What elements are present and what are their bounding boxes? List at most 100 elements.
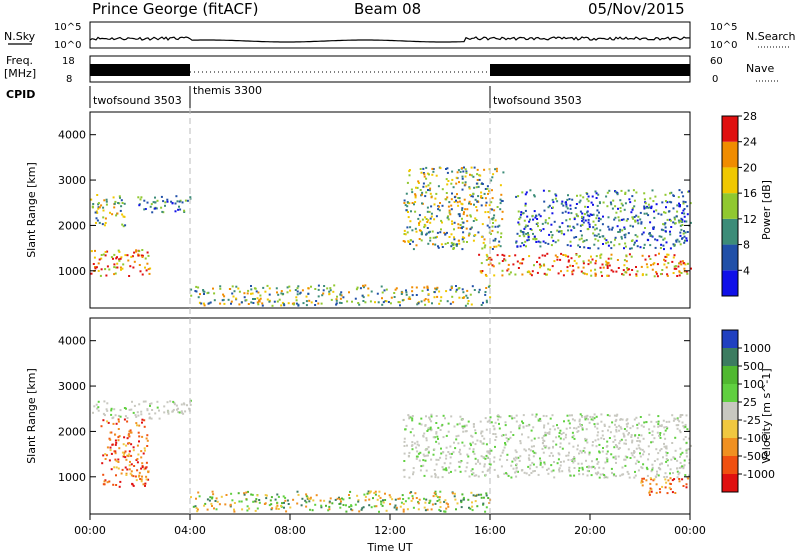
power-cell [429,221,432,224]
velocity-cell [130,408,133,411]
velocity-cell [567,454,570,457]
velocity-cell [512,467,515,470]
power-cell [121,213,124,216]
velocity-cell [369,490,372,493]
time-tick-label-2: 08:00 [274,524,306,537]
power-cell [662,244,665,247]
velocity-cell [469,507,472,510]
power-cell [536,218,539,220]
power-cell [113,206,116,209]
power-cell [595,217,598,220]
velocity-cell [425,437,428,440]
power-cell [470,203,472,206]
power-cell [647,206,650,209]
velocity-cell [417,452,420,455]
velocity-cell [533,437,536,440]
power-cell [146,201,149,204]
power-cell [435,288,438,291]
power-cell [112,257,114,260]
power-cell [178,205,180,208]
noise-search-label: N.Search [746,30,796,43]
velocity-cell [367,492,370,495]
power-cell [492,265,495,268]
cpid-boundary-lines [189,108,491,514]
velocity-cell [479,440,482,443]
velocity-cell [659,491,662,494]
velocity-cell [441,466,444,469]
power-cell [250,288,253,291]
velocity-cell [505,437,508,440]
velocity-cell [231,499,234,502]
velocity-cell [591,444,594,447]
power-cell [480,195,483,197]
power-cell [683,212,686,215]
power-cell [594,223,597,226]
power-cell [326,287,329,290]
power-cell [425,185,428,188]
velocity-cell [551,414,554,417]
power-cell [427,184,430,187]
velocity-cell [439,429,442,431]
velocity-cell [541,442,544,445]
power-cell [573,227,576,229]
power-cell [666,274,669,277]
power-cell [547,242,550,245]
velocity-cell [619,474,622,477]
power-cell [426,287,429,289]
velocity-cell [568,469,571,472]
velocity-cell [524,449,527,452]
power-cell [403,240,406,243]
power-cell [631,239,634,242]
velocity-cell [624,455,627,458]
velocity-cell [649,487,652,490]
velocity-cell [541,466,544,469]
velocity-cell [579,424,582,427]
velocity-cell [529,464,532,467]
power-colorbar-tick-label-4: 20 [743,161,757,174]
velocity-cell [612,456,615,459]
power-cell [617,216,620,219]
velocity-cell [642,463,645,466]
velocity-cell [601,450,604,453]
power-cell [592,232,595,235]
power-cell [219,302,222,305]
velocity-cell [320,506,323,509]
velocity-cell [571,418,574,421]
velocity-cell [167,412,170,415]
velocity-cell [433,492,436,495]
power-cell [124,224,127,227]
velocity-cell [606,450,609,453]
velocity-cell [403,452,406,455]
velocity-cell [459,470,462,473]
power-cell [476,168,479,171]
power-cell [683,208,686,210]
power-cell [538,213,541,216]
power-cell [406,181,409,184]
velocity-cell [215,508,218,511]
velocity-cell [472,425,475,428]
velocity-cell [145,437,148,440]
velocity-cell [133,465,136,467]
velocity-cell [629,457,632,459]
velocity-cell [462,498,465,501]
velocity-swatch-1 [722,456,738,474]
power-cell [662,229,665,232]
power-cell [296,293,299,296]
velocity-cell [121,468,124,471]
power-cell [501,210,504,213]
power-cell [640,222,643,225]
velocity-cell [275,507,278,510]
velocity-cell [460,506,463,509]
power-cell [661,201,664,204]
velocity-cell [640,466,643,469]
power-cell [438,205,440,208]
velocity-cell [269,499,272,502]
power-cell [678,262,681,265]
power-cell [283,304,286,307]
velocity-cell [119,409,122,412]
power-cell [653,216,656,219]
power-cell [162,200,165,203]
power-cell [485,301,488,304]
power-cell [524,209,527,212]
velocity-cell [596,427,599,430]
